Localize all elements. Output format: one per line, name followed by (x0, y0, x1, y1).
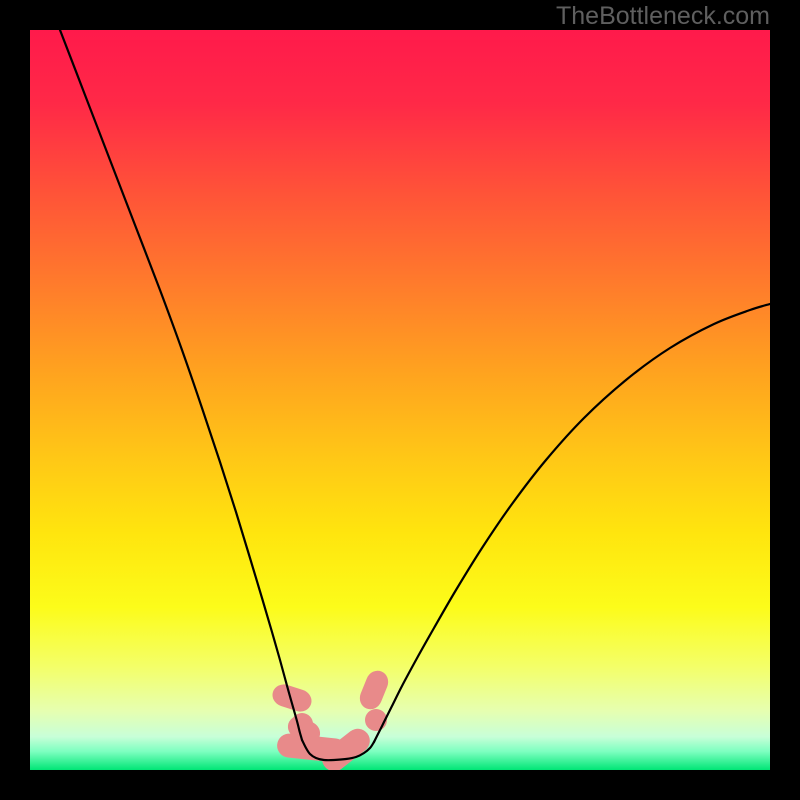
bottleneck-curve-svg (30, 30, 770, 770)
marker-layer (270, 667, 392, 770)
curve-right (374, 304, 770, 742)
marker-pill (356, 667, 391, 712)
marker-dot (365, 709, 387, 731)
marker-pill (270, 681, 315, 714)
curve-left (60, 30, 302, 740)
watermark-text: TheBottleneck.com (556, 2, 770, 31)
plot-area (30, 30, 770, 770)
